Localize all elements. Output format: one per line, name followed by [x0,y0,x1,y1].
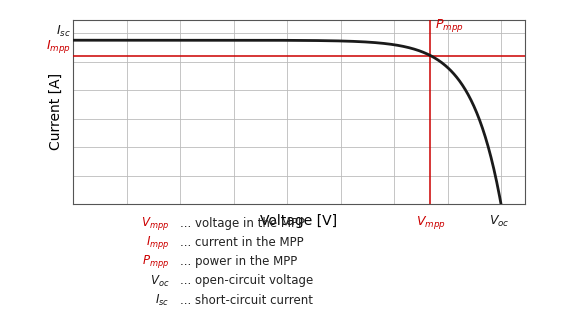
Y-axis label: Current [A]: Current [A] [49,73,63,150]
Text: $V_{oc}$: $V_{oc}$ [488,214,509,229]
Text: ... open-circuit voltage: ... open-circuit voltage [180,274,314,288]
Text: ... current in the MPP: ... current in the MPP [180,236,304,249]
X-axis label: Voltage [V]: Voltage [V] [261,215,337,228]
Text: $V_{oc}$: $V_{oc}$ [149,273,169,289]
Text: $P_{mpp}$: $P_{mpp}$ [435,17,464,34]
Text: $I_{mpp}$: $I_{mpp}$ [46,38,70,55]
Text: $V_{mpp}$: $V_{mpp}$ [416,214,446,231]
Text: $I_{sc}$: $I_{sc}$ [56,24,70,39]
Text: $I_{mpp}$: $I_{mpp}$ [146,234,169,251]
Text: ... power in the MPP: ... power in the MPP [180,255,298,268]
Text: ... voltage in the MPP: ... voltage in the MPP [180,217,306,230]
Text: $V_{mpp}$: $V_{mpp}$ [141,215,169,232]
Text: ... short-circuit current: ... short-circuit current [180,293,314,307]
Text: $P_{mpp}$: $P_{mpp}$ [142,253,169,270]
Text: $I_{sc}$: $I_{sc}$ [155,292,169,308]
